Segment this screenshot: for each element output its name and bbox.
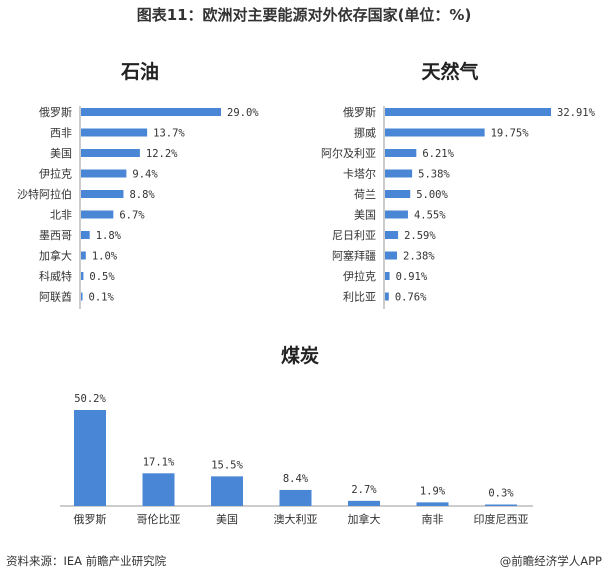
bar (81, 210, 114, 219)
value-label: 0.91% (396, 271, 428, 283)
category-label: 俄罗斯 (39, 106, 72, 119)
bar (74, 410, 106, 506)
bar (385, 292, 389, 301)
category-label: 伊拉克 (343, 269, 376, 283)
bar (279, 489, 312, 506)
category-label: 利比亚 (343, 291, 376, 304)
value-label: 13.7% (153, 128, 185, 140)
category-label: 沙特阿拉伯 (17, 187, 72, 201)
category-label: 俄罗斯 (74, 513, 107, 526)
bar (81, 108, 221, 116)
bar (81, 292, 83, 301)
bar (81, 251, 86, 260)
category-label: 挪威 (354, 126, 376, 140)
value-label: 0.3% (488, 488, 514, 500)
bar (385, 251, 398, 260)
value-label: 0.5% (89, 271, 115, 283)
value-label: 2.38% (403, 251, 435, 263)
category-label: 西非 (50, 127, 72, 140)
bar (385, 169, 413, 178)
category-label: 伊拉克 (39, 167, 72, 181)
coal-chart-svg: 煤炭 50.2% 俄罗斯 17.1% 哥伦比亚 15.5% 美国 8.4% 澳大利亚 2.7% 加拿… (60, 345, 533, 526)
category-label: 阿联酋 (39, 290, 72, 304)
category-label: 墨西哥 (39, 229, 72, 242)
category-label: 尼日利亚 (332, 229, 376, 242)
chart-title: 天然气 (421, 60, 478, 83)
category-label: 科威特 (39, 269, 72, 283)
category-label: 美国 (354, 209, 376, 222)
bar (485, 504, 517, 506)
value-label: 32.91% (557, 107, 596, 119)
category-label: 俄罗斯 (343, 106, 376, 119)
bar (385, 149, 417, 157)
bar (385, 231, 399, 239)
bar (81, 272, 84, 280)
bar (211, 476, 243, 506)
bar (81, 231, 90, 239)
value-label: 19.75% (491, 128, 530, 140)
value-label: 9.4% (132, 169, 158, 181)
bar (81, 128, 148, 137)
value-label: 4.55% (414, 210, 446, 222)
credit-note: @前瞻经济学人APP (499, 554, 602, 568)
value-label: 5.00% (416, 189, 448, 201)
gas-chart: 天然气俄罗斯 32.91% 挪威 19.75% 阿尔及利亚 6.21% 卡塔尔 5.38% 荷兰… (300, 52, 608, 314)
bar (385, 128, 485, 137)
value-label: 8.4% (283, 473, 309, 485)
value-label: 2.59% (404, 230, 436, 242)
value-label: 50.2% (74, 393, 106, 405)
bar (385, 108, 551, 116)
value-label: 1.0% (92, 251, 118, 263)
category-label: 北非 (50, 209, 72, 222)
category-label: 印度尼西亚 (474, 512, 529, 526)
category-label: 阿塞拜疆 (332, 249, 376, 263)
source-note: 资料来源：IEA 前瞻产业研究院 (6, 554, 167, 568)
value-label: 5.38% (418, 169, 450, 181)
category-label: 荷兰 (354, 188, 376, 201)
value-label: 1.9% (420, 485, 446, 497)
value-label: 1.8% (96, 230, 122, 242)
value-label: 6.7% (119, 210, 145, 222)
bar (142, 473, 175, 506)
category-label: 美国 (50, 147, 72, 160)
bar (81, 149, 140, 157)
value-label: 12.2% (146, 148, 178, 160)
value-label: 6.21% (422, 148, 454, 160)
bar (385, 272, 390, 280)
category-label: 哥伦比亚 (137, 512, 181, 526)
value-label: 0.1% (89, 292, 115, 304)
category-label: 加拿大 (348, 512, 381, 526)
category-label: 美国 (216, 513, 238, 526)
bar (348, 500, 380, 506)
figure-title: 图表11：欧洲对主要能源对外依存国家(单位：%) (136, 6, 472, 24)
value-label: 15.5% (211, 459, 243, 471)
value-label: 0.76% (395, 292, 427, 304)
bar (81, 190, 124, 198)
value-label: 8.8% (129, 189, 155, 201)
coal-chart: 煤炭 50.2% 俄罗斯 17.1% 哥伦比亚 15.5% 美国 8.4% 澳大利亚 2.7% 加拿… (0, 338, 608, 538)
category-label: 阿尔及利亚 (321, 147, 376, 160)
bar (385, 210, 408, 219)
category-label: 卡塔尔 (343, 168, 376, 181)
chart-title: 石油 (120, 61, 159, 83)
oil-chart: 石油俄罗斯 29.0% 西非 13.7% 美国 12.2% 伊拉克 9.4% 沙特阿拉伯 8.8%… (0, 52, 300, 314)
category-label: 南非 (422, 513, 444, 526)
value-label: 29.0% (227, 107, 259, 119)
bar (385, 190, 411, 198)
bar (416, 502, 449, 506)
category-label: 澳大利亚 (274, 512, 318, 526)
value-label: 17.1% (143, 456, 175, 468)
value-label: 2.7% (351, 484, 377, 496)
bar (81, 169, 127, 178)
category-label: 加拿大 (39, 249, 72, 263)
chart-title: 煤炭 (281, 345, 319, 367)
